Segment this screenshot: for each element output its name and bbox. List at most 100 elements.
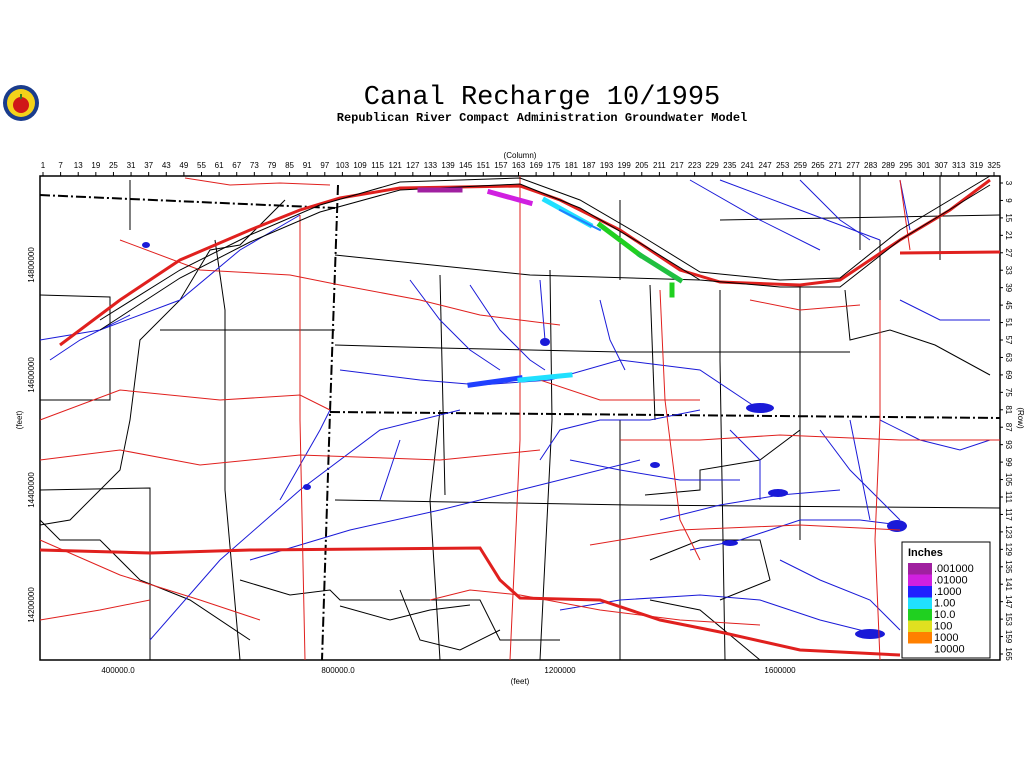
x-label: 1200000	[544, 666, 576, 675]
column-label: 193	[600, 161, 614, 170]
column-label: 157	[494, 161, 508, 170]
column-label: 169	[529, 161, 543, 170]
column-label: 37	[144, 161, 153, 170]
y-label: 14200000	[27, 587, 36, 623]
column-label: 223	[688, 161, 702, 170]
column-label: 211	[653, 161, 666, 170]
row-label: 87	[1004, 423, 1013, 432]
column-label: 31	[127, 161, 136, 170]
row-label: 105	[1004, 473, 1013, 487]
column-label: 97	[320, 161, 329, 170]
column-label: 163	[512, 161, 526, 170]
column-label: 55	[197, 161, 206, 170]
y-label: 14800000	[27, 247, 36, 283]
column-label: 187	[582, 161, 596, 170]
column-label: 259	[794, 161, 808, 170]
column-label: 7	[58, 161, 63, 170]
column-label: 199	[617, 161, 631, 170]
row-label: 15	[1004, 213, 1013, 222]
column-label: 283	[864, 161, 878, 170]
column-label: 139	[441, 161, 455, 170]
row-label: 45	[1004, 301, 1013, 310]
map-area	[39, 175, 1001, 661]
column-label: 319	[970, 161, 984, 170]
row-label: 165	[1004, 647, 1013, 661]
legend-swatch	[908, 632, 932, 644]
y-label: 14600000	[27, 357, 36, 393]
legend-swatch	[908, 563, 932, 575]
column-label: 253	[776, 161, 790, 170]
row-label: 111	[1004, 491, 1013, 504]
row-title: (Row)	[1016, 407, 1024, 429]
column-label: 13	[74, 161, 83, 170]
column-label: 247	[758, 161, 772, 170]
subtitle: Republican River Compact Administration …	[337, 111, 747, 125]
row-label: 69	[1004, 370, 1013, 379]
column-label: 277	[846, 161, 860, 170]
column-label: 67	[232, 161, 241, 170]
row-label: 9	[1004, 198, 1013, 203]
row-label: 33	[1004, 266, 1013, 275]
column-label: 25	[109, 161, 118, 170]
row-label: 93	[1004, 440, 1013, 449]
column-label: 79	[267, 161, 276, 170]
row-label: 51	[1004, 318, 1013, 327]
legend-swatch	[908, 643, 932, 655]
row-label: 117	[1004, 508, 1013, 521]
column-label: 241	[741, 161, 755, 170]
y-title: (feet)	[15, 410, 24, 429]
row-label: 27	[1004, 248, 1013, 257]
column-label: 115	[371, 161, 384, 170]
legend-label: 1.00	[934, 598, 955, 610]
lakes	[142, 242, 907, 639]
column-label: 73	[250, 161, 259, 170]
legend-swatch	[908, 586, 932, 598]
column-label: 205	[635, 161, 649, 170]
row-label: 75	[1004, 388, 1013, 397]
column-label: 307	[934, 161, 948, 170]
row-label: 141	[1004, 578, 1013, 592]
column-label: 289	[882, 161, 896, 170]
x-label: 1600000	[764, 666, 796, 675]
column-label: 235	[723, 161, 737, 170]
legend-label: .1000	[934, 586, 962, 598]
row-label: 21	[1004, 231, 1013, 240]
legend-label: .001000	[934, 563, 974, 575]
y-label: 14400000	[27, 472, 36, 508]
legend-swatch	[908, 620, 932, 632]
logo	[3, 85, 39, 121]
row-label: 147	[1004, 595, 1013, 609]
legend-label: 10000	[934, 644, 965, 656]
row-label: 135	[1004, 560, 1013, 574]
column-label: 313	[952, 161, 966, 170]
legend-title: Inches	[908, 547, 943, 559]
column-label: 127	[406, 161, 420, 170]
column-label: 61	[215, 161, 224, 170]
column-label: 265	[811, 161, 825, 170]
column-label: 175	[547, 161, 561, 170]
x-label: 400000.0	[101, 666, 135, 675]
legend-swatch	[908, 597, 932, 609]
column-label: 301	[917, 161, 931, 170]
column-label: 217	[670, 161, 684, 170]
row-label: 63	[1004, 353, 1013, 362]
column-label: 91	[303, 161, 312, 170]
column-title: (Column)	[504, 151, 537, 160]
column-label: 19	[91, 161, 100, 170]
column-label: 109	[353, 161, 367, 170]
legend-label: 1000	[934, 632, 958, 644]
column-label: 103	[336, 161, 350, 170]
row-label: 159	[1004, 630, 1013, 644]
row-label: 57	[1004, 336, 1013, 345]
row-label: 81	[1004, 405, 1013, 414]
column-label: 181	[565, 161, 579, 170]
legend-label: 10.0	[934, 609, 955, 621]
row-label: 99	[1004, 458, 1013, 467]
column-label: 145	[459, 161, 473, 170]
legend-label: 100	[934, 621, 952, 633]
column-label: 85	[285, 161, 294, 170]
x-title: (feet)	[511, 677, 530, 686]
column-label: 49	[179, 161, 188, 170]
title: Canal Recharge 10/1995	[364, 83, 720, 113]
